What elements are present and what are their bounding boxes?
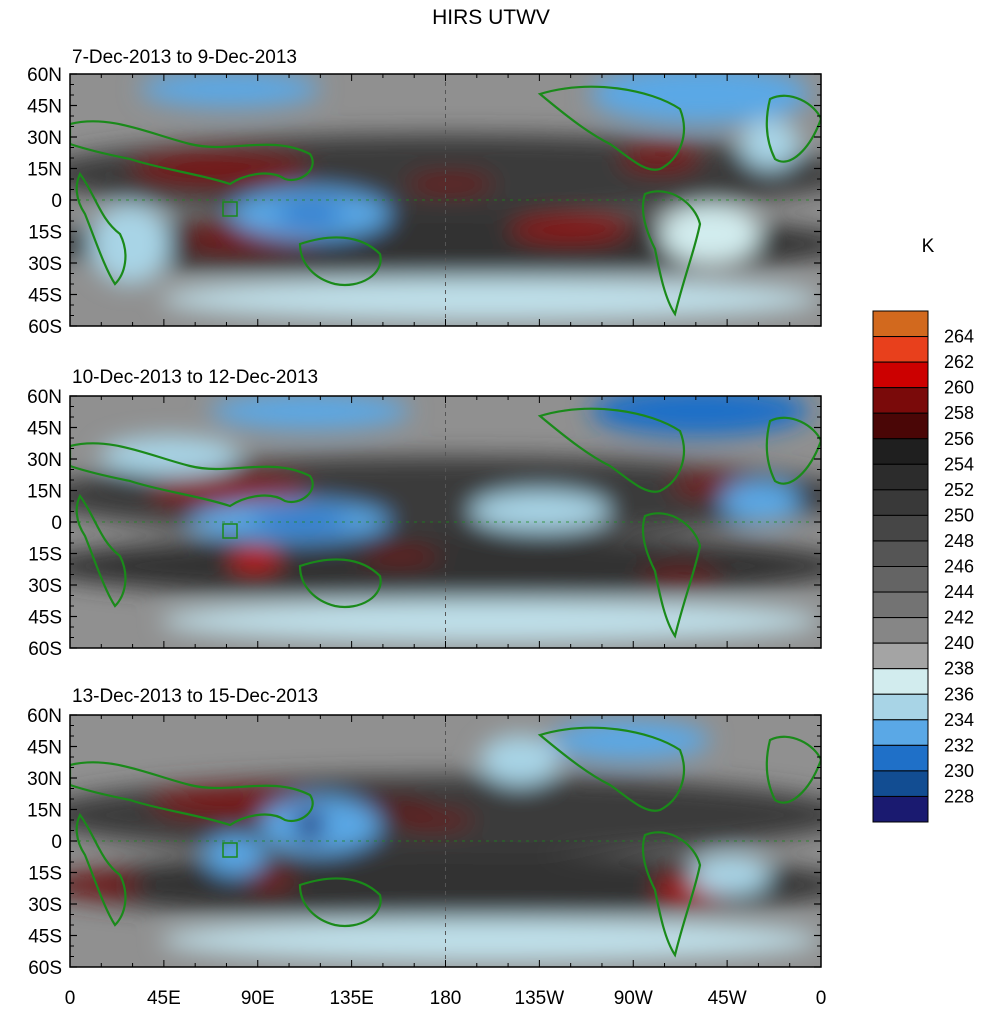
lon-tick-label: 45W [708, 988, 747, 1009]
colorbar-tick-label: 228 [944, 786, 974, 806]
colorbar-tick-label: 260 [944, 378, 974, 398]
lat-tick-label: 60N [27, 65, 62, 86]
lat-tick-label: 45S [28, 608, 62, 629]
lon-tick-label: 135W [515, 988, 565, 1009]
colorbar-tick-label: 254 [944, 454, 974, 474]
lat-tick-label: 15N [27, 801, 62, 822]
coastlines [70, 85, 821, 317]
lon-tick-label: 180 [430, 988, 462, 1009]
colorbar-swatch [872, 514, 929, 542]
panel-2-label: 10-Dec-2013 to 12-Dec-2013 [72, 367, 318, 388]
lat-tick-label: 0 [51, 832, 62, 853]
colorbar-swatch [872, 489, 929, 516]
colorbar-tick-label: 250 [944, 505, 974, 525]
colorbar-tick-label: 234 [944, 710, 974, 730]
lat-tick-label: 15S [28, 223, 62, 244]
lat-tick-label: 45N [27, 97, 62, 118]
colorbar-swatch [872, 438, 929, 465]
lat-tick-label: 60N [27, 706, 62, 727]
coastlines [70, 726, 821, 958]
colorbar-tick-label: 240 [944, 633, 974, 653]
lat-tick-label: 15S [28, 545, 62, 566]
colorbar-swatch [872, 591, 929, 619]
colorbar-swatch [872, 412, 929, 440]
panel-1-axes: 60N 45N 30N 15N 0 15S 30S 45S 60S [27, 65, 822, 338]
colorbar-tick-label: 244 [944, 582, 974, 602]
colorbar-swatch [872, 463, 929, 491]
lat-tick-label: 30S [28, 576, 62, 597]
colorbar-swatch [872, 361, 929, 389]
equator-box [222, 523, 238, 539]
equator-box [222, 201, 238, 217]
colorbar-tick-label: 230 [944, 761, 974, 781]
lat-tick-label: 45S [28, 927, 62, 948]
panel-3-label: 13-Dec-2013 to 15-Dec-2013 [72, 686, 318, 707]
panel-1-plot [70, 74, 821, 326]
colorbar-tick-label: 262 [944, 352, 974, 372]
lat-tick-label: 60S [28, 317, 62, 338]
lat-tick-label: 30N [27, 128, 62, 149]
axes: 60N 45N 30N 15N 0 15S 30S 45S 60S 60N 45N 30N 15N 0 15… [27, 65, 826, 1009]
figure-title: HIRS UTWV [432, 6, 550, 29]
colorbar-swatch [872, 642, 929, 670]
lon-tick-label: 90W [614, 988, 653, 1009]
colorbar-tick-label: 232 [944, 735, 974, 755]
lat-tick-label: 60N [27, 387, 62, 408]
lat-tick-label: 15N [27, 482, 62, 503]
lat-tick-label: 0 [51, 513, 62, 534]
lat-tick-label: 30N [27, 450, 62, 471]
lat-tick-label: 60S [28, 639, 62, 660]
colorbar-swatch [872, 387, 929, 414]
panel-2-axes: 60N 45N 30N 15N 0 15S 30S 45S 60S [27, 387, 822, 660]
lat-tick-label: 45S [28, 286, 62, 307]
map-panel-1: 7-Dec-2013 to 9-Dec-2013 [69, 47, 822, 327]
panel-2-plot [70, 396, 821, 648]
colorbar-swatch [872, 744, 929, 772]
lat-tick-label: 45N [27, 738, 62, 759]
map-panel-2: 10-Dec-2013 to 12-Dec-2013 [69, 367, 822, 649]
panel-1-label: 7-Dec-2013 to 9-Dec-2013 [72, 47, 297, 68]
lat-tick-label: 15N [27, 160, 62, 181]
lat-tick-label: 30N [27, 769, 62, 790]
lat-tick-label: 0 [51, 191, 62, 212]
lat-tick-label: 30S [28, 254, 62, 275]
lon-axis: 0 45E 90E 135E 180 135W 90W 45W 0 [65, 988, 827, 1009]
colorbar-tick-label: 238 [944, 659, 974, 679]
colorbar-swatch [872, 617, 929, 644]
colorbar-tick-label: 246 [944, 557, 974, 577]
colorbar-swatch [872, 668, 929, 695]
coastlines [70, 407, 821, 639]
colorbar-swatch [872, 310, 929, 338]
colorbar-swatch [872, 336, 929, 363]
map-panel-3: 13-Dec-2013 to 15-Dec-2013 [69, 686, 822, 968]
colorbar-tick-label: 258 [944, 403, 974, 423]
lat-tick-label: 45N [27, 419, 62, 440]
lat-tick-label: 60S [28, 958, 62, 979]
colorbar-swatch [872, 770, 929, 797]
colorbar-tick-label: 236 [944, 684, 974, 704]
colorbar: 264 262 260 258 256 254 252 250 248 246 244 242 240 2… [872, 310, 974, 823]
lon-tick-label: 90E [241, 988, 275, 1009]
panel-3-plot [70, 715, 821, 967]
colorbar-swatch [872, 795, 929, 823]
lon-tick-label: 135E [329, 988, 373, 1009]
colorbar-tick-label: 252 [944, 480, 974, 500]
colorbar-tick-label: 264 [944, 327, 974, 347]
colorbar-tick-label: 242 [944, 608, 974, 628]
colorbar-swatch [872, 693, 929, 721]
lon-tick-label: 45E [147, 988, 181, 1009]
colorbar-unit-label: K [922, 236, 935, 257]
colorbar-tick-label: 248 [944, 531, 974, 551]
panel-3-axes: 60N 45N 30N 15N 0 15S 30S 45S 60S [27, 706, 822, 979]
lat-tick-label: 15S [28, 864, 62, 885]
lon-tick-label: 0 [816, 988, 827, 1009]
lon-tick-label: 0 [65, 988, 76, 1009]
colorbar-tick-label: 256 [944, 429, 974, 449]
colorbar-swatch [872, 540, 929, 568]
colorbar-swatch [872, 566, 929, 593]
equator-box [222, 842, 238, 858]
colorbar-swatch [872, 719, 929, 746]
lat-tick-label: 30S [28, 895, 62, 916]
